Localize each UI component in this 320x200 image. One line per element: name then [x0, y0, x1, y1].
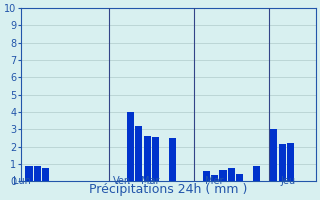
Bar	[253, 166, 260, 181]
Bar	[278, 144, 286, 181]
Bar	[135, 126, 142, 181]
Bar	[34, 166, 41, 181]
Bar	[127, 112, 134, 181]
Bar	[228, 168, 235, 181]
Bar	[144, 136, 151, 181]
Bar	[203, 171, 210, 181]
Bar	[152, 137, 159, 181]
Bar	[42, 168, 50, 181]
Text: Mar: Mar	[141, 176, 160, 186]
Bar	[211, 175, 218, 181]
Bar	[236, 174, 244, 181]
Bar	[169, 138, 176, 181]
Bar	[220, 170, 227, 181]
Bar	[270, 129, 277, 181]
Bar	[25, 166, 33, 181]
Text: Mer: Mer	[205, 176, 224, 186]
Text: Lun: Lun	[13, 176, 31, 186]
Text: Jeu: Jeu	[280, 176, 296, 186]
X-axis label: Précipitations 24h ( mm ): Précipitations 24h ( mm )	[89, 183, 247, 196]
Bar	[287, 143, 294, 181]
Text: Ven: Ven	[113, 176, 131, 186]
